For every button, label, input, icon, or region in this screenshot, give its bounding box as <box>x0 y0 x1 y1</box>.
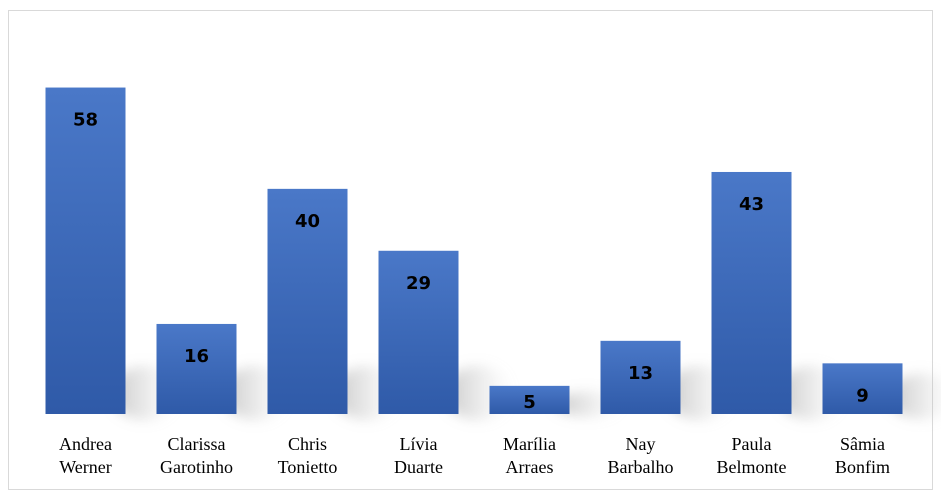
category-tick-label: Chris <box>288 434 327 454</box>
category-tick-label: Lívia <box>400 434 438 454</box>
bar <box>267 188 348 414</box>
category-labels-group: Andrea Werner Clarissa Garotinho Chris Toniet… <box>59 434 890 477</box>
bars-group <box>45 87 903 415</box>
category-tick-label: Clarissa <box>168 434 226 454</box>
data-label: 58 <box>73 110 98 131</box>
category-tick-label: Duarte <box>394 457 443 477</box>
bar <box>600 340 681 414</box>
category-tick-label: Belmonte <box>717 457 787 477</box>
category-tick-label: Garotinho <box>160 457 233 477</box>
category-tick-label: Paula <box>732 434 772 454</box>
category-tick-label: Nay <box>626 434 656 454</box>
data-label: 13 <box>628 363 653 384</box>
category-tick-label: Werner <box>59 457 112 477</box>
category-tick-label: Marília <box>503 434 556 454</box>
value-labels-group: 58 16 40 29 5 13 43 9 <box>73 110 869 413</box>
bar <box>156 323 237 414</box>
category-tick-label: Andrea <box>59 434 112 454</box>
data-label: 5 <box>523 392 536 413</box>
bar <box>822 363 903 414</box>
bar <box>378 250 459 414</box>
category-tick-label: Tonietto <box>278 457 338 477</box>
category-tick-label: Sâmia <box>840 434 885 454</box>
data-label: 9 <box>856 385 869 406</box>
bar <box>489 385 570 414</box>
data-label: 29 <box>406 273 431 294</box>
data-label: 40 <box>295 211 320 232</box>
category-tick-label: Arraes <box>506 457 554 477</box>
category-tick-label: Barbalho <box>608 457 674 477</box>
category-tick-label: Bonfim <box>835 457 890 477</box>
bar <box>711 171 792 414</box>
data-label: 16 <box>184 346 209 367</box>
data-label: 43 <box>739 194 764 215</box>
bar <box>45 87 126 415</box>
